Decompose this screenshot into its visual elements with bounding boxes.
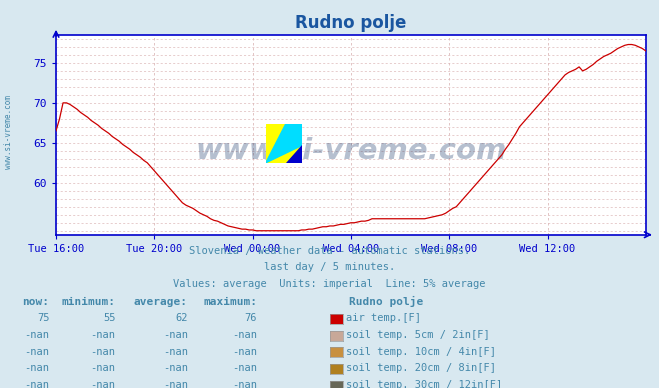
Text: soil temp. 30cm / 12in[F]: soil temp. 30cm / 12in[F] bbox=[346, 380, 502, 388]
Text: Slovenia / weather data - automatic stations.: Slovenia / weather data - automatic stat… bbox=[189, 246, 470, 256]
Text: -nan: -nan bbox=[232, 346, 257, 357]
Polygon shape bbox=[266, 124, 302, 163]
Text: -nan: -nan bbox=[24, 380, 49, 388]
Text: minimum:: minimum: bbox=[61, 296, 115, 307]
Text: now:: now: bbox=[22, 296, 49, 307]
Text: -nan: -nan bbox=[24, 363, 49, 373]
Polygon shape bbox=[286, 146, 302, 163]
Text: -nan: -nan bbox=[163, 380, 188, 388]
Text: -nan: -nan bbox=[90, 380, 115, 388]
Text: last day / 5 minutes.: last day / 5 minutes. bbox=[264, 262, 395, 272]
Text: soil temp. 5cm / 2in[F]: soil temp. 5cm / 2in[F] bbox=[346, 330, 490, 340]
Text: www.si-vreme.com: www.si-vreme.com bbox=[195, 137, 507, 165]
Text: -nan: -nan bbox=[163, 363, 188, 373]
Title: Rudno polje: Rudno polje bbox=[295, 14, 407, 32]
Text: -nan: -nan bbox=[90, 346, 115, 357]
Text: soil temp. 20cm / 8in[F]: soil temp. 20cm / 8in[F] bbox=[346, 363, 496, 373]
Text: Rudno polje: Rudno polje bbox=[349, 296, 424, 307]
Text: 62: 62 bbox=[175, 313, 188, 323]
Text: -nan: -nan bbox=[232, 363, 257, 373]
Text: -nan: -nan bbox=[232, 380, 257, 388]
Text: -nan: -nan bbox=[90, 330, 115, 340]
Text: 75: 75 bbox=[37, 313, 49, 323]
Text: maximum:: maximum: bbox=[203, 296, 257, 307]
Text: -nan: -nan bbox=[24, 330, 49, 340]
Text: -nan: -nan bbox=[163, 330, 188, 340]
Text: 55: 55 bbox=[103, 313, 115, 323]
Text: Values: average  Units: imperial  Line: 5% average: Values: average Units: imperial Line: 5%… bbox=[173, 279, 486, 289]
Text: -nan: -nan bbox=[24, 346, 49, 357]
Text: -nan: -nan bbox=[90, 363, 115, 373]
Text: soil temp. 10cm / 4in[F]: soil temp. 10cm / 4in[F] bbox=[346, 346, 496, 357]
Polygon shape bbox=[266, 124, 302, 163]
Text: www.si-vreme.com: www.si-vreme.com bbox=[4, 95, 13, 169]
Text: -nan: -nan bbox=[163, 346, 188, 357]
Text: air temp.[F]: air temp.[F] bbox=[346, 313, 421, 323]
Text: average:: average: bbox=[134, 296, 188, 307]
Text: 76: 76 bbox=[244, 313, 257, 323]
Text: -nan: -nan bbox=[232, 330, 257, 340]
